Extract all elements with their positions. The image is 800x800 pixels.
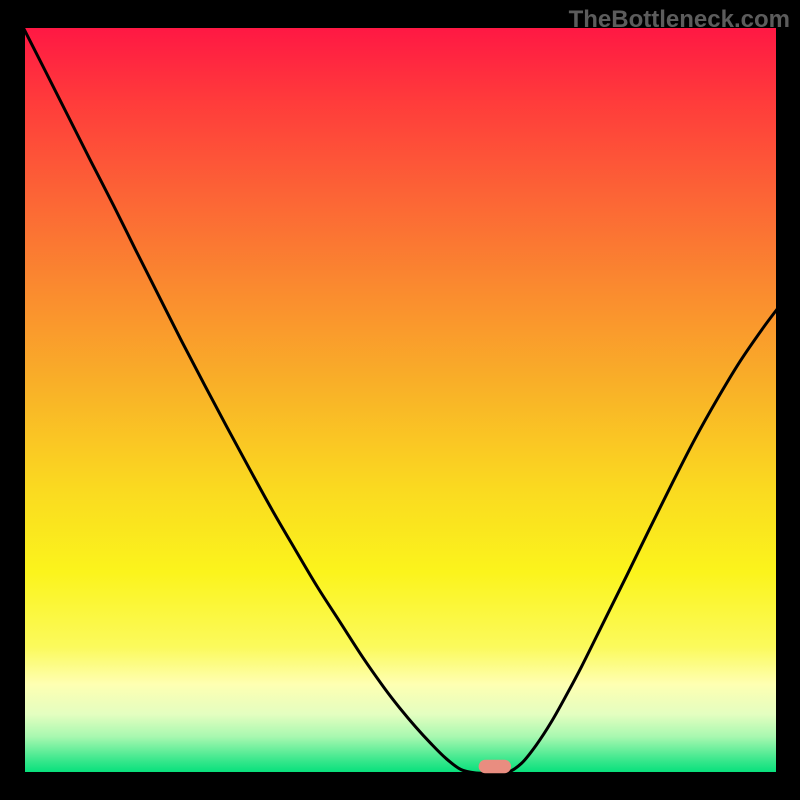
chart-svg	[23, 26, 778, 774]
figure-root: TheBottleneck.com	[0, 0, 800, 800]
watermark-text: TheBottleneck.com	[569, 6, 790, 34]
bottleneck-curve	[23, 27, 778, 774]
plot-border	[24, 27, 777, 773]
optimal-marker	[479, 760, 511, 773]
